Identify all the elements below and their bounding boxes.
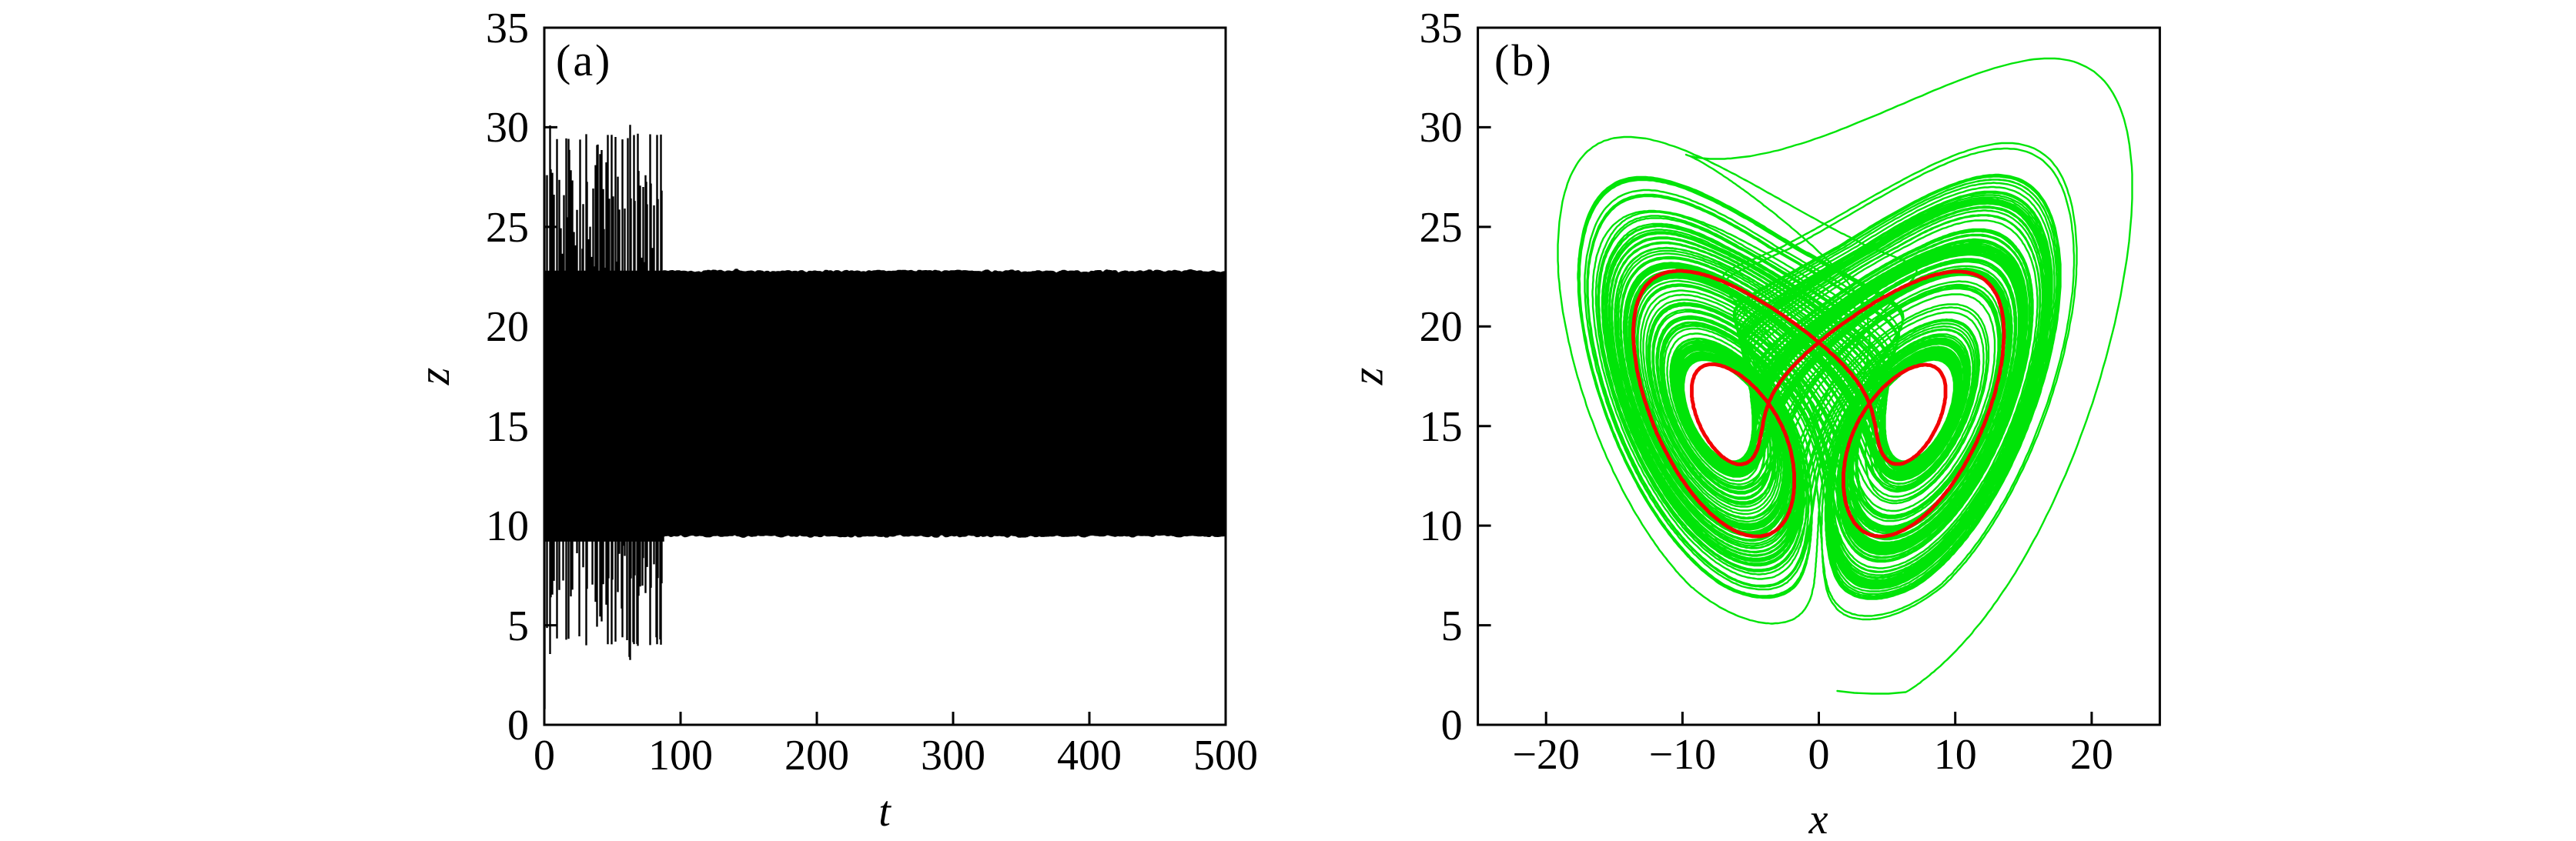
- svg-text:5: 5: [1441, 602, 1463, 650]
- svg-text:30: 30: [1420, 104, 1463, 152]
- svg-text:10: 10: [1934, 731, 1977, 779]
- svg-text:100: 100: [648, 732, 713, 779]
- svg-text:300: 300: [921, 732, 985, 779]
- svg-text:−10: −10: [1649, 731, 1717, 779]
- svg-text:10: 10: [1420, 502, 1463, 550]
- svg-text:(b): (b): [1494, 35, 1554, 85]
- svg-text:30: 30: [486, 104, 529, 152]
- svg-text:35: 35: [1420, 5, 1463, 52]
- svg-text:20: 20: [486, 303, 529, 351]
- svg-text:(a): (a): [556, 35, 612, 85]
- svg-text:15: 15: [486, 403, 529, 451]
- svg-text:x: x: [1808, 796, 1828, 841]
- svg-text:200: 200: [785, 732, 849, 779]
- svg-text:0: 0: [534, 732, 555, 779]
- svg-text:0: 0: [507, 702, 529, 749]
- svg-text:400: 400: [1057, 732, 1122, 779]
- svg-text:20: 20: [1420, 303, 1463, 351]
- svg-text:15: 15: [1420, 403, 1463, 451]
- svg-text:t: t: [878, 788, 892, 836]
- svg-text:0: 0: [1441, 702, 1463, 749]
- svg-text:−20: −20: [1512, 731, 1580, 779]
- svg-text:500: 500: [1193, 732, 1258, 779]
- svg-text:10: 10: [486, 502, 529, 550]
- svg-text:35: 35: [486, 5, 529, 52]
- svg-text:5: 5: [507, 602, 529, 650]
- svg-text:0: 0: [1808, 731, 1830, 779]
- svg-text:z: z: [409, 368, 459, 386]
- svg-text:20: 20: [2070, 731, 2113, 779]
- svg-text:25: 25: [1420, 204, 1463, 252]
- svg-text:z: z: [1343, 368, 1393, 386]
- svg-text:25: 25: [486, 204, 529, 252]
